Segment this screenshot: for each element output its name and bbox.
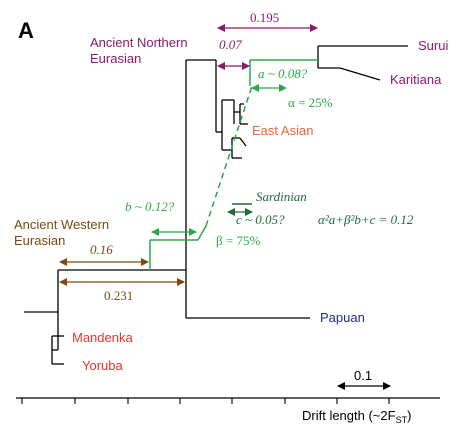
label-ancient-northern-2: Eurasian — [90, 51, 141, 66]
label-papuan: Papuan — [320, 310, 365, 325]
label-ancient-northern-1: Ancient Northern — [90, 35, 188, 50]
label-alpha: α = 25% — [288, 95, 333, 110]
scale-bar-label: 0.1 — [354, 368, 372, 383]
label-equation: α²a+β²b+c = 0.12 — [318, 212, 414, 227]
label-ancient-western-2: Eurasian — [14, 233, 65, 248]
label-sardinian: Sardinian — [256, 189, 307, 204]
label-a: a ~ 0.08? — [258, 66, 308, 81]
label-karitiana: Karitiana — [390, 72, 442, 87]
label-mandenka: Mandenka — [72, 330, 133, 345]
x-axis-ticks — [21, 398, 390, 404]
label-ancient-western-1: Ancient Western — [14, 217, 109, 232]
admixture-branches — [149, 59, 318, 270]
label-east-asian: East Asian — [252, 123, 313, 138]
label-0195: 0.195 — [250, 10, 279, 25]
label-007: 0.07 — [219, 37, 242, 52]
label-c: c ~ 0.05? — [236, 212, 285, 227]
label-yoruba: Yoruba — [82, 358, 123, 373]
label-b: b ~ 0.12? — [125, 199, 175, 214]
panel-label: A — [18, 18, 34, 43]
label-0231: 0.231 — [104, 288, 133, 303]
label-016: 0.16 — [90, 242, 113, 257]
x-axis-label: Drift length (~2FST) — [302, 408, 411, 425]
label-beta: β = 75% — [216, 233, 260, 248]
label-surui: Surui — [418, 38, 448, 53]
tree-branches — [24, 45, 408, 365]
